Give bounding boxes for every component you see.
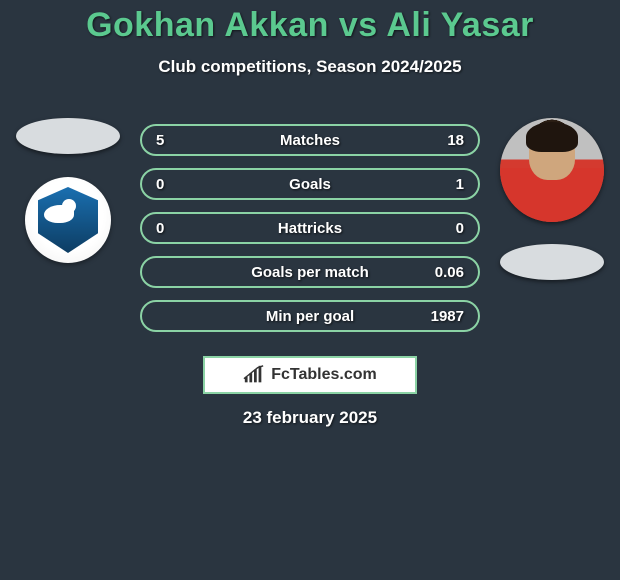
stats-container: 5 Matches 18 0 Goals 1 0 Hattricks 0 Goa… xyxy=(140,124,480,332)
date-text: 23 february 2025 xyxy=(0,408,620,428)
stat-row-hattricks: 0 Hattricks 0 xyxy=(140,212,480,244)
player2-ellipse xyxy=(500,244,604,280)
stat-label: Matches xyxy=(142,132,478,149)
player1-ellipse xyxy=(16,118,120,154)
stat-value-right: 1987 xyxy=(431,308,464,325)
page-title: Gokhan Akkan vs Ali Yasar xyxy=(0,0,620,45)
bar-chart-icon xyxy=(243,365,265,385)
stat-row-goals: 0 Goals 1 xyxy=(140,168,480,200)
stat-value-right: 0.06 xyxy=(435,264,464,281)
club-logo-badge xyxy=(25,177,111,263)
player-photo-icon xyxy=(500,118,604,222)
player2-column xyxy=(492,118,612,280)
player2-avatar xyxy=(500,118,604,222)
stat-value-right: 18 xyxy=(447,132,464,149)
subtitle-text: Club competitions, Season 2024/2025 xyxy=(0,57,620,77)
player1-column xyxy=(8,118,128,264)
stat-label: Min per goal xyxy=(142,308,478,325)
stat-row-min-per-goal: Min per goal 1987 xyxy=(140,300,480,332)
player1-avatar xyxy=(20,176,116,264)
stat-value-right: 0 xyxy=(456,220,464,237)
club-shield-icon xyxy=(38,187,98,253)
brand-text: FcTables.com xyxy=(271,366,377,384)
eagle-icon xyxy=(44,205,74,223)
stat-label: Goals xyxy=(142,176,478,193)
stat-label: Hattricks xyxy=(142,220,478,237)
stat-value-right: 1 xyxy=(456,176,464,193)
stat-label: Goals per match xyxy=(142,264,478,281)
brand-badge: FcTables.com xyxy=(203,356,417,394)
stat-row-matches: 5 Matches 18 xyxy=(140,124,480,156)
stat-row-goals-per-match: Goals per match 0.06 xyxy=(140,256,480,288)
